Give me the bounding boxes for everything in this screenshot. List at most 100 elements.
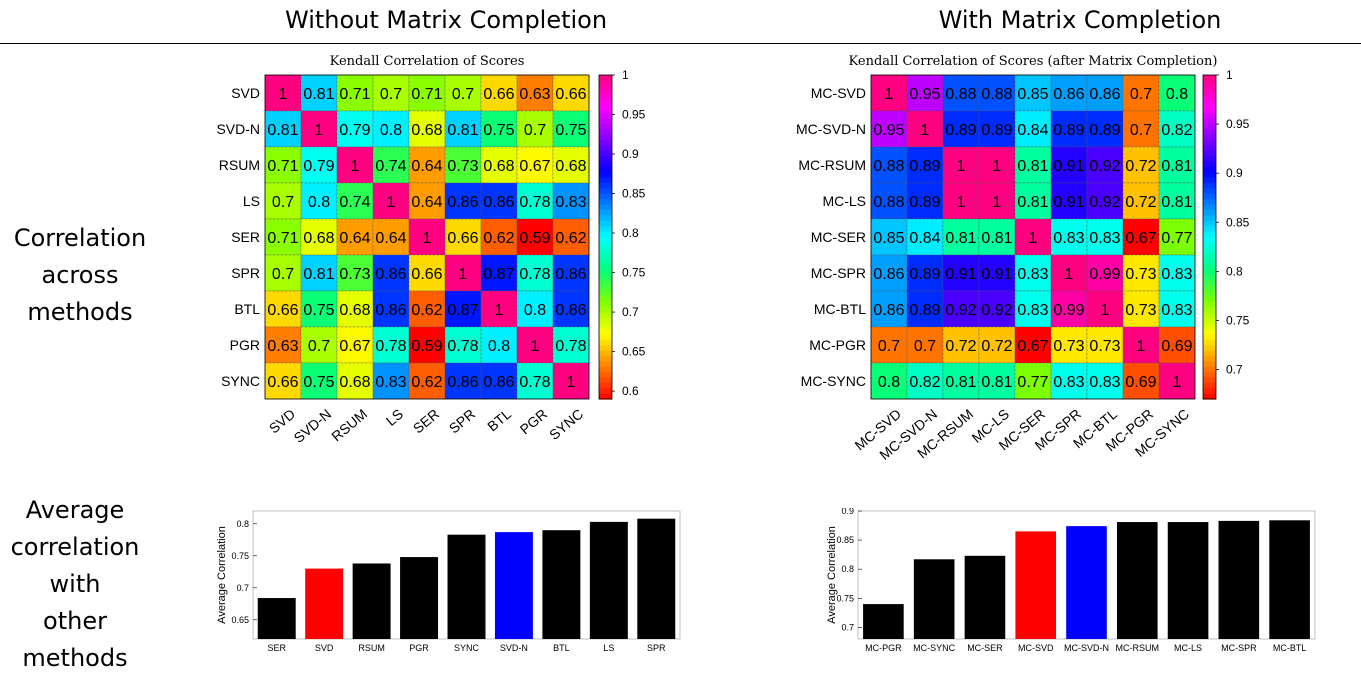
bar-y-tick-label: 0.7	[841, 622, 854, 632]
heatmap-value-label: 0.7	[272, 266, 294, 283]
colorbar-segment	[599, 204, 612, 211]
heatmap-value-label: 0.63	[519, 86, 550, 103]
heatmap-value-label: 0.99	[1089, 266, 1120, 283]
colorbar-segment	[1203, 75, 1216, 81]
heatmap-cell	[870, 110, 908, 148]
heatmap-value-label: 0.8	[524, 302, 546, 319]
colorbar-segment	[1203, 129, 1216, 135]
colorbar-segment	[599, 193, 612, 200]
colorbar-tick-label: 0.7	[622, 305, 639, 319]
colorbar-tick-label: 0.6	[622, 384, 639, 398]
row-label-line: methods	[27, 298, 133, 326]
colorbar-segment	[1203, 393, 1216, 400]
bar	[305, 568, 344, 639]
colorbar-segment	[599, 231, 612, 238]
colorbar-segment	[599, 280, 612, 287]
colorbar-segment	[1203, 242, 1216, 249]
heatmap-value-label: 1	[279, 86, 288, 103]
heatmap-cell	[1050, 182, 1088, 220]
heatmap-value-label: 0.7	[452, 86, 474, 103]
heatmap-row-label: MC-BTL	[814, 301, 866, 317]
heatmap-row-label: RSUM	[219, 157, 260, 173]
heatmap-value-label: 0.62	[411, 302, 442, 319]
bar-y-axis-label: Average Correlation	[216, 526, 228, 624]
bar-chart-left: SER SVD RSUM PGR SYNC SVD-N BTL LS SPR 0.65 0.7 0.7…	[216, 510, 681, 653]
heatmap-cell	[552, 254, 590, 292]
colorbar-segment	[1203, 220, 1216, 227]
heatmap-cell	[264, 182, 302, 220]
heatmap-cell	[906, 74, 944, 112]
bar	[352, 563, 391, 639]
heatmap-value-label: 0.62	[483, 230, 514, 247]
heatmap-value-label: 0.86	[447, 194, 478, 211]
heatmap-value-label: 0.8	[488, 338, 510, 355]
heatmap-cell	[1122, 182, 1160, 220]
heatmap-cell	[1086, 110, 1124, 148]
colorbar-segment	[599, 237, 612, 243]
heatmap-value-label: 0.66	[411, 266, 442, 283]
colorbar-segment	[1203, 269, 1216, 276]
heatmap-value-label: 0.89	[1089, 122, 1120, 139]
heatmap-cell	[1086, 182, 1124, 220]
bar-x-tick-label: SVD-N	[500, 643, 528, 653]
heatmap-cell	[480, 218, 518, 256]
heatmap-value-label: 0.73	[339, 266, 370, 283]
heatmap-value-label: 0.7	[272, 194, 294, 211]
bar	[964, 555, 1006, 639]
heatmap-value-label: 1	[315, 122, 324, 139]
colorbar-tick-label: 0.7	[1226, 363, 1243, 377]
heatmap-cell	[870, 362, 908, 400]
bar-y-tick-label: 0.8	[841, 564, 854, 574]
colorbar-tick-label: 1	[622, 68, 629, 82]
bar-y-tick-label: 0.8	[236, 519, 249, 529]
colorbar-segment	[1203, 107, 1216, 114]
colorbar-segment	[1203, 339, 1216, 346]
heatmap-value-label: 0.95	[873, 122, 904, 139]
heatmap-cell	[1086, 362, 1124, 400]
heatmap-value-label: 0.78	[375, 338, 406, 355]
bar-x-tick-label: SVD	[315, 643, 334, 653]
heatmap-cell	[1122, 362, 1160, 400]
colorbar-segment	[1203, 199, 1216, 206]
heatmap-cell	[906, 254, 944, 292]
bar-x-tick-label: MC-BTL	[1273, 643, 1307, 653]
heatmap-value-label: 0.86	[1053, 86, 1084, 103]
colorbar-segment	[1203, 366, 1216, 373]
heatmap-col-label: PGR	[517, 406, 551, 438]
heatmap-value-label: 0.79	[339, 122, 370, 139]
colorbar-segment	[599, 242, 612, 249]
heatmap-cell	[444, 254, 482, 292]
heatmap-value-label: 0.66	[267, 374, 298, 391]
bar-x-tick-label: MC-SPR	[1221, 643, 1257, 653]
heatmap-cell	[1050, 326, 1088, 364]
heatmap-value-label: 0.7	[1130, 122, 1152, 139]
colorbar-segment	[1203, 323, 1216, 330]
colorbar-segment	[1203, 345, 1216, 351]
heatmap-cell	[978, 110, 1016, 148]
heatmap-cell	[978, 290, 1016, 328]
colorbar-frame	[598, 74, 613, 400]
colorbar-segment	[1203, 350, 1216, 357]
heatmap-cell	[408, 146, 446, 184]
heatmap-cell	[1014, 182, 1052, 220]
colorbar-segment	[599, 323, 612, 330]
colorbar-segment	[599, 134, 612, 141]
colorbar-segment	[1203, 237, 1216, 243]
heatmap-value-label: 0.92	[1089, 158, 1120, 175]
heatmap-cell	[264, 146, 302, 184]
heatmap-row-label: MC-SPR	[811, 265, 866, 281]
heatmap-value-label: 0.69	[1161, 338, 1192, 355]
heatmap-cell	[300, 362, 338, 400]
heatmap-cell	[978, 74, 1016, 112]
bar	[400, 557, 439, 639]
bar-x-tick-label: SPR	[647, 643, 666, 653]
bar	[913, 559, 955, 639]
heatmap-cell	[942, 362, 980, 400]
heatmap-value-label: 0.7	[878, 338, 900, 355]
colorbar-segment	[599, 269, 612, 276]
heatmap-value-label: 0.68	[411, 122, 442, 139]
colorbar-segment	[599, 188, 612, 195]
heatmap-value-label: 0.81	[1161, 194, 1192, 211]
heatmap-cell	[906, 218, 944, 256]
